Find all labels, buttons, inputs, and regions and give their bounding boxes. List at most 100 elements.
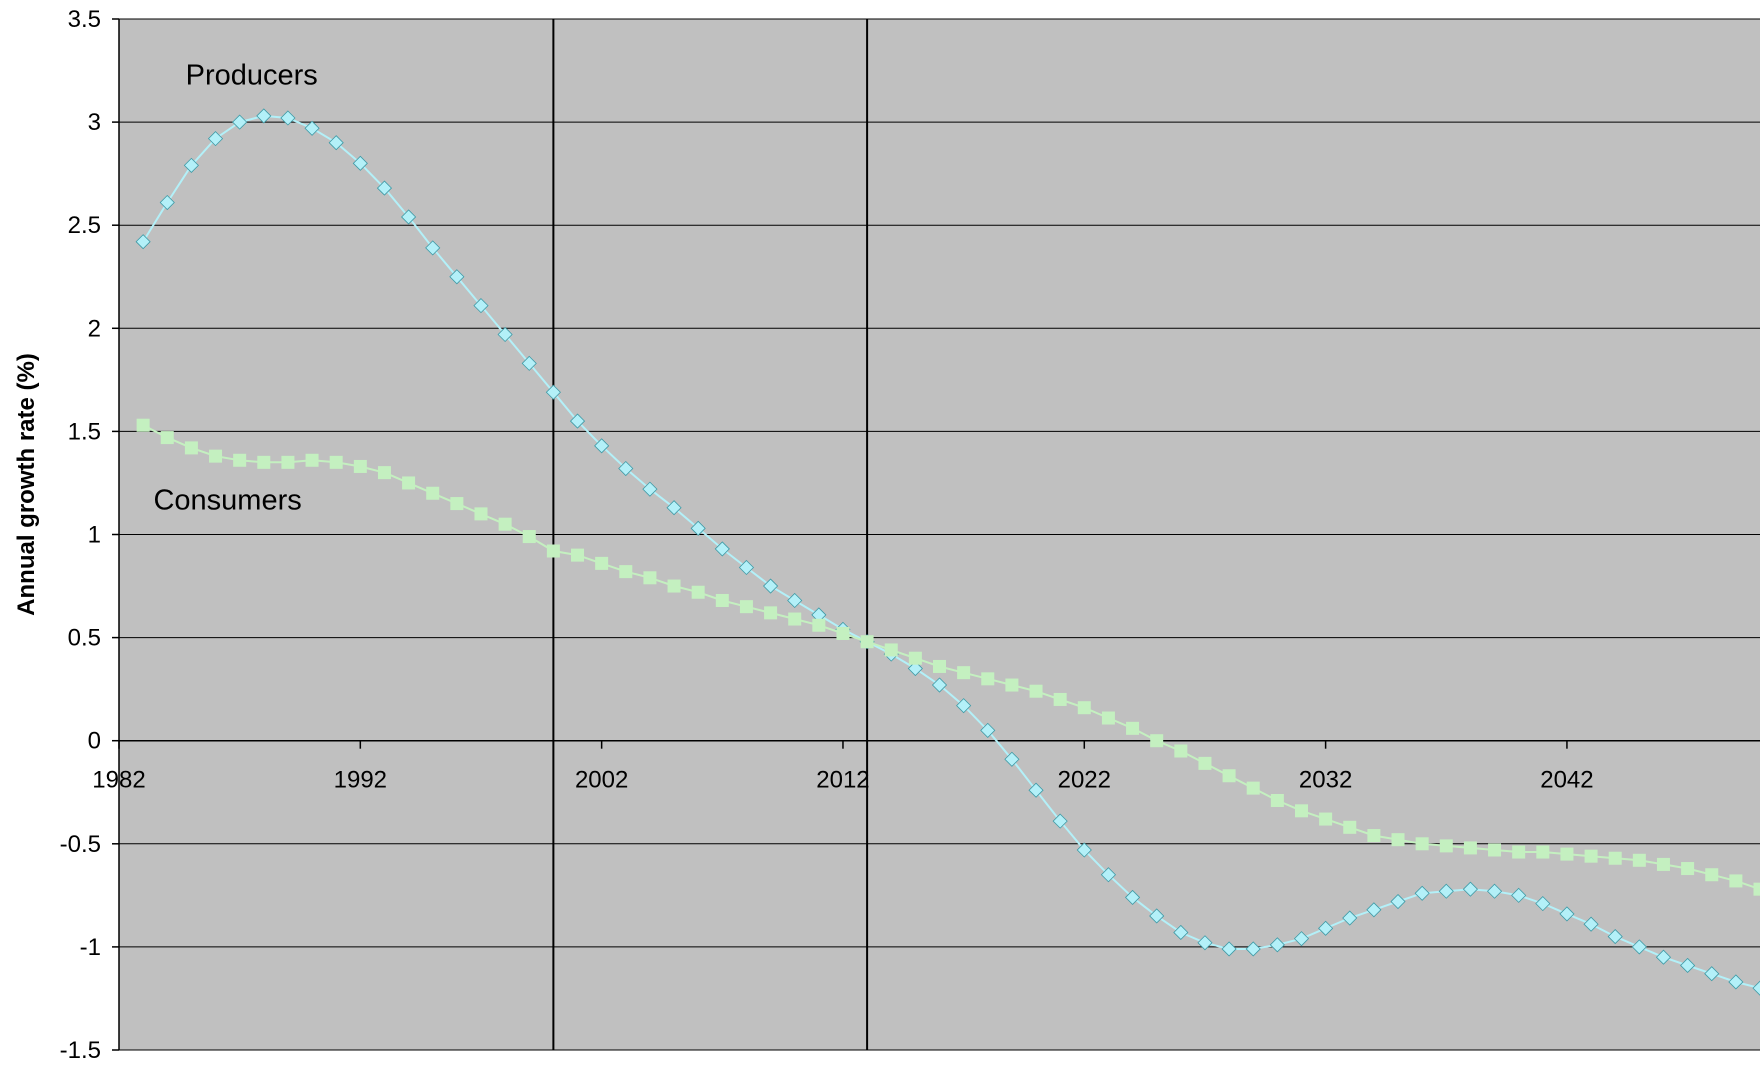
data-point [1077,701,1091,715]
data-point [1607,929,1623,945]
data-point [426,486,440,500]
data-point [1512,845,1526,859]
data-point [1680,957,1696,974]
data-point [522,530,536,544]
data-point [595,556,609,570]
x-tick-label: 1982 [92,767,145,794]
data-point [329,455,343,469]
data-point [1414,885,1430,901]
data-point [1655,949,1672,965]
data-point [1463,841,1477,855]
data-point [1583,916,1599,932]
y-tick-label: -1.5 [60,1037,101,1064]
data-point [1462,881,1478,897]
data-point [812,618,826,632]
data-point [209,449,223,463]
data-point [618,460,634,477]
x-tick-label: 2042 [1540,767,1593,794]
y-tick-label: 3.5 [68,6,101,33]
data-point [1029,684,1043,698]
data-point [667,579,681,593]
data-point [619,565,633,579]
data-point [256,108,272,124]
data-point [1390,893,1406,910]
data-point [159,194,175,211]
data-point [498,517,512,531]
data-point [1197,935,1213,951]
data-point [305,453,319,467]
data-point [546,544,560,558]
data-point [1126,721,1140,735]
data-point [1173,924,1189,941]
data-point [184,441,198,455]
data-point [956,698,972,714]
data-point [1488,843,1502,857]
data-point [1124,889,1141,905]
data-point [1149,908,1165,924]
data-point [1753,882,1760,896]
data-point [957,666,971,680]
data-point [1728,974,1744,990]
data-point [136,418,150,432]
data-point [1439,839,1453,853]
data-point [207,131,224,147]
data-point [1270,793,1284,807]
data-point [135,234,151,250]
data-point [232,114,248,130]
y-tick-label: -1 [80,934,101,961]
axes [112,18,1760,1051]
series-consumers [136,418,1760,896]
data-point [1246,781,1260,795]
data-point [1221,941,1237,957]
series-annotations: Producers Consumers [153,60,317,517]
data-point [1100,867,1116,883]
data-point [497,326,513,343]
data-point [1415,837,1429,851]
data-point [280,110,296,126]
data-point [1293,931,1310,947]
data-point [1222,769,1236,783]
period-markers [552,19,869,1050]
data-point [571,548,585,562]
y-tick-label: 0 [88,728,101,755]
data-point [980,722,996,738]
data-point [304,120,320,136]
data-point [763,578,779,594]
data-point [1486,883,1503,899]
data-point [450,497,464,511]
data-point [1028,782,1044,798]
y-tick-label: 0.5 [68,625,101,652]
data-point [666,500,682,516]
data-point [1076,842,1092,858]
y-tick-label: 1.5 [68,418,101,445]
data-point [860,635,874,649]
data-point [352,155,368,171]
data-point [981,672,995,686]
data-point [281,455,295,469]
data-point [1752,980,1760,996]
data-point [933,659,946,673]
data-point [233,453,247,467]
y-tick-label: 3 [88,109,101,136]
data-point [474,507,488,521]
data-point [908,651,922,665]
data-point [521,355,537,371]
data-point [353,459,367,473]
data-point [787,592,803,609]
series-annotation: Producers [186,60,318,92]
data-point [1319,812,1333,826]
data-point [1511,887,1527,903]
data-point [425,240,441,256]
data-point [1269,937,1285,953]
data-point [376,180,393,196]
data-point [1632,853,1646,867]
data-point [739,600,753,614]
x-tick-label: 2032 [1299,767,1352,794]
data-point [1560,847,1574,861]
data-point [594,438,610,454]
y-tick-label: -0.5 [60,831,101,858]
data-point [642,481,658,497]
data-point [1608,851,1622,865]
data-point [183,157,199,173]
x-tick-label: 2012 [816,767,869,794]
